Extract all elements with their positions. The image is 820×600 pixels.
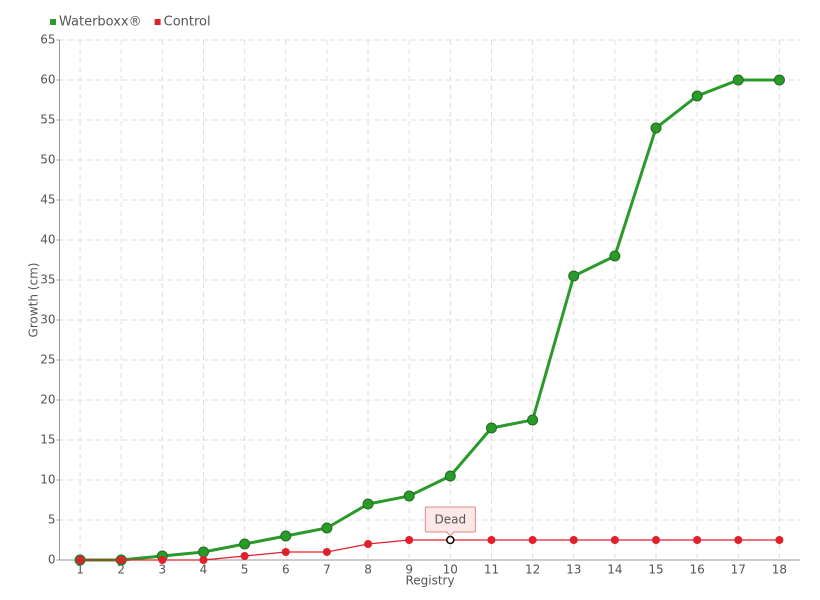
data-point — [775, 536, 784, 544]
annotation-text: Dead — [435, 513, 467, 527]
data-point — [569, 536, 578, 544]
legend-label: Control — [164, 15, 211, 30]
annotation-pointer — [445, 531, 455, 537]
data-point — [281, 548, 290, 556]
data-point — [364, 540, 373, 548]
x-tick-label: 2 — [117, 563, 125, 577]
series-line — [80, 78, 780, 562]
y-tick-label: 65 — [40, 33, 55, 47]
x-tick-label: 3 — [159, 563, 167, 577]
data-point — [117, 556, 126, 564]
annotation-target — [446, 535, 455, 545]
x-tick-label: 8 — [364, 563, 372, 577]
y-tick-label: 45 — [40, 193, 55, 207]
y-tick-label: 5 — [48, 513, 56, 527]
x-tick-label: 1 — [76, 563, 84, 577]
data-point — [528, 536, 537, 544]
data-point — [734, 536, 743, 544]
y-tick-label: 15 — [40, 433, 55, 447]
data-point — [650, 122, 662, 134]
series-line — [80, 539, 780, 561]
data-point — [239, 538, 251, 550]
y-tick-label: 60 — [40, 73, 55, 87]
y-tick-label: 50 — [40, 153, 55, 167]
x-tick-label: 12 — [525, 563, 540, 577]
data-point — [527, 414, 539, 426]
data-point — [732, 74, 744, 86]
data-point — [362, 498, 374, 510]
x-tick-label: 18 — [772, 563, 787, 577]
y-tick-label: 10 — [40, 473, 55, 487]
x-tick-label: 15 — [648, 563, 663, 577]
y-tick-label: 20 — [40, 393, 55, 407]
data-point — [158, 556, 167, 564]
data-point — [568, 270, 580, 282]
y-tick-label: 30 — [40, 313, 55, 327]
data-point — [652, 536, 661, 544]
data-point — [322, 548, 331, 556]
x-tick-label: 10 — [443, 563, 458, 577]
x-tick-label: 17 — [731, 563, 746, 577]
data-point — [487, 536, 496, 544]
data-point — [691, 90, 703, 102]
data-point — [405, 536, 414, 544]
data-point — [485, 422, 497, 434]
data-point — [403, 490, 415, 502]
y-tick-label: 40 — [40, 233, 55, 247]
data-point — [610, 536, 619, 544]
data-point — [773, 74, 785, 86]
legend-label: Waterboxx® — [59, 15, 142, 30]
y-axis-label: Growth (cm) — [27, 263, 41, 338]
x-tick-label: 11 — [484, 563, 499, 577]
x-tick-label: 13 — [566, 563, 581, 577]
data-point — [693, 536, 702, 544]
x-tick-label: 9 — [405, 563, 413, 577]
x-axis-label: Registry — [405, 574, 454, 588]
x-tick-label: 14 — [607, 563, 622, 577]
data-point — [197, 546, 209, 558]
y-tick-label: 25 — [40, 353, 55, 367]
data-point — [199, 556, 208, 564]
data-point — [280, 530, 292, 542]
y-tick-label: 55 — [40, 113, 55, 127]
legend-swatch — [50, 19, 56, 25]
data-point — [444, 470, 456, 482]
data-point — [76, 556, 85, 564]
x-tick-label: 16 — [690, 563, 705, 577]
x-tick-label: 5 — [241, 563, 249, 577]
data-point — [321, 522, 333, 534]
y-tick-label: 35 — [40, 273, 55, 287]
data-point — [609, 250, 621, 262]
x-tick-label: 4 — [200, 563, 208, 577]
x-tick-label: 6 — [282, 563, 290, 577]
y-tick-label: 0 — [48, 553, 56, 567]
x-tick-label: 7 — [323, 563, 331, 577]
legend-swatch — [154, 19, 161, 25]
data-point — [240, 552, 249, 560]
